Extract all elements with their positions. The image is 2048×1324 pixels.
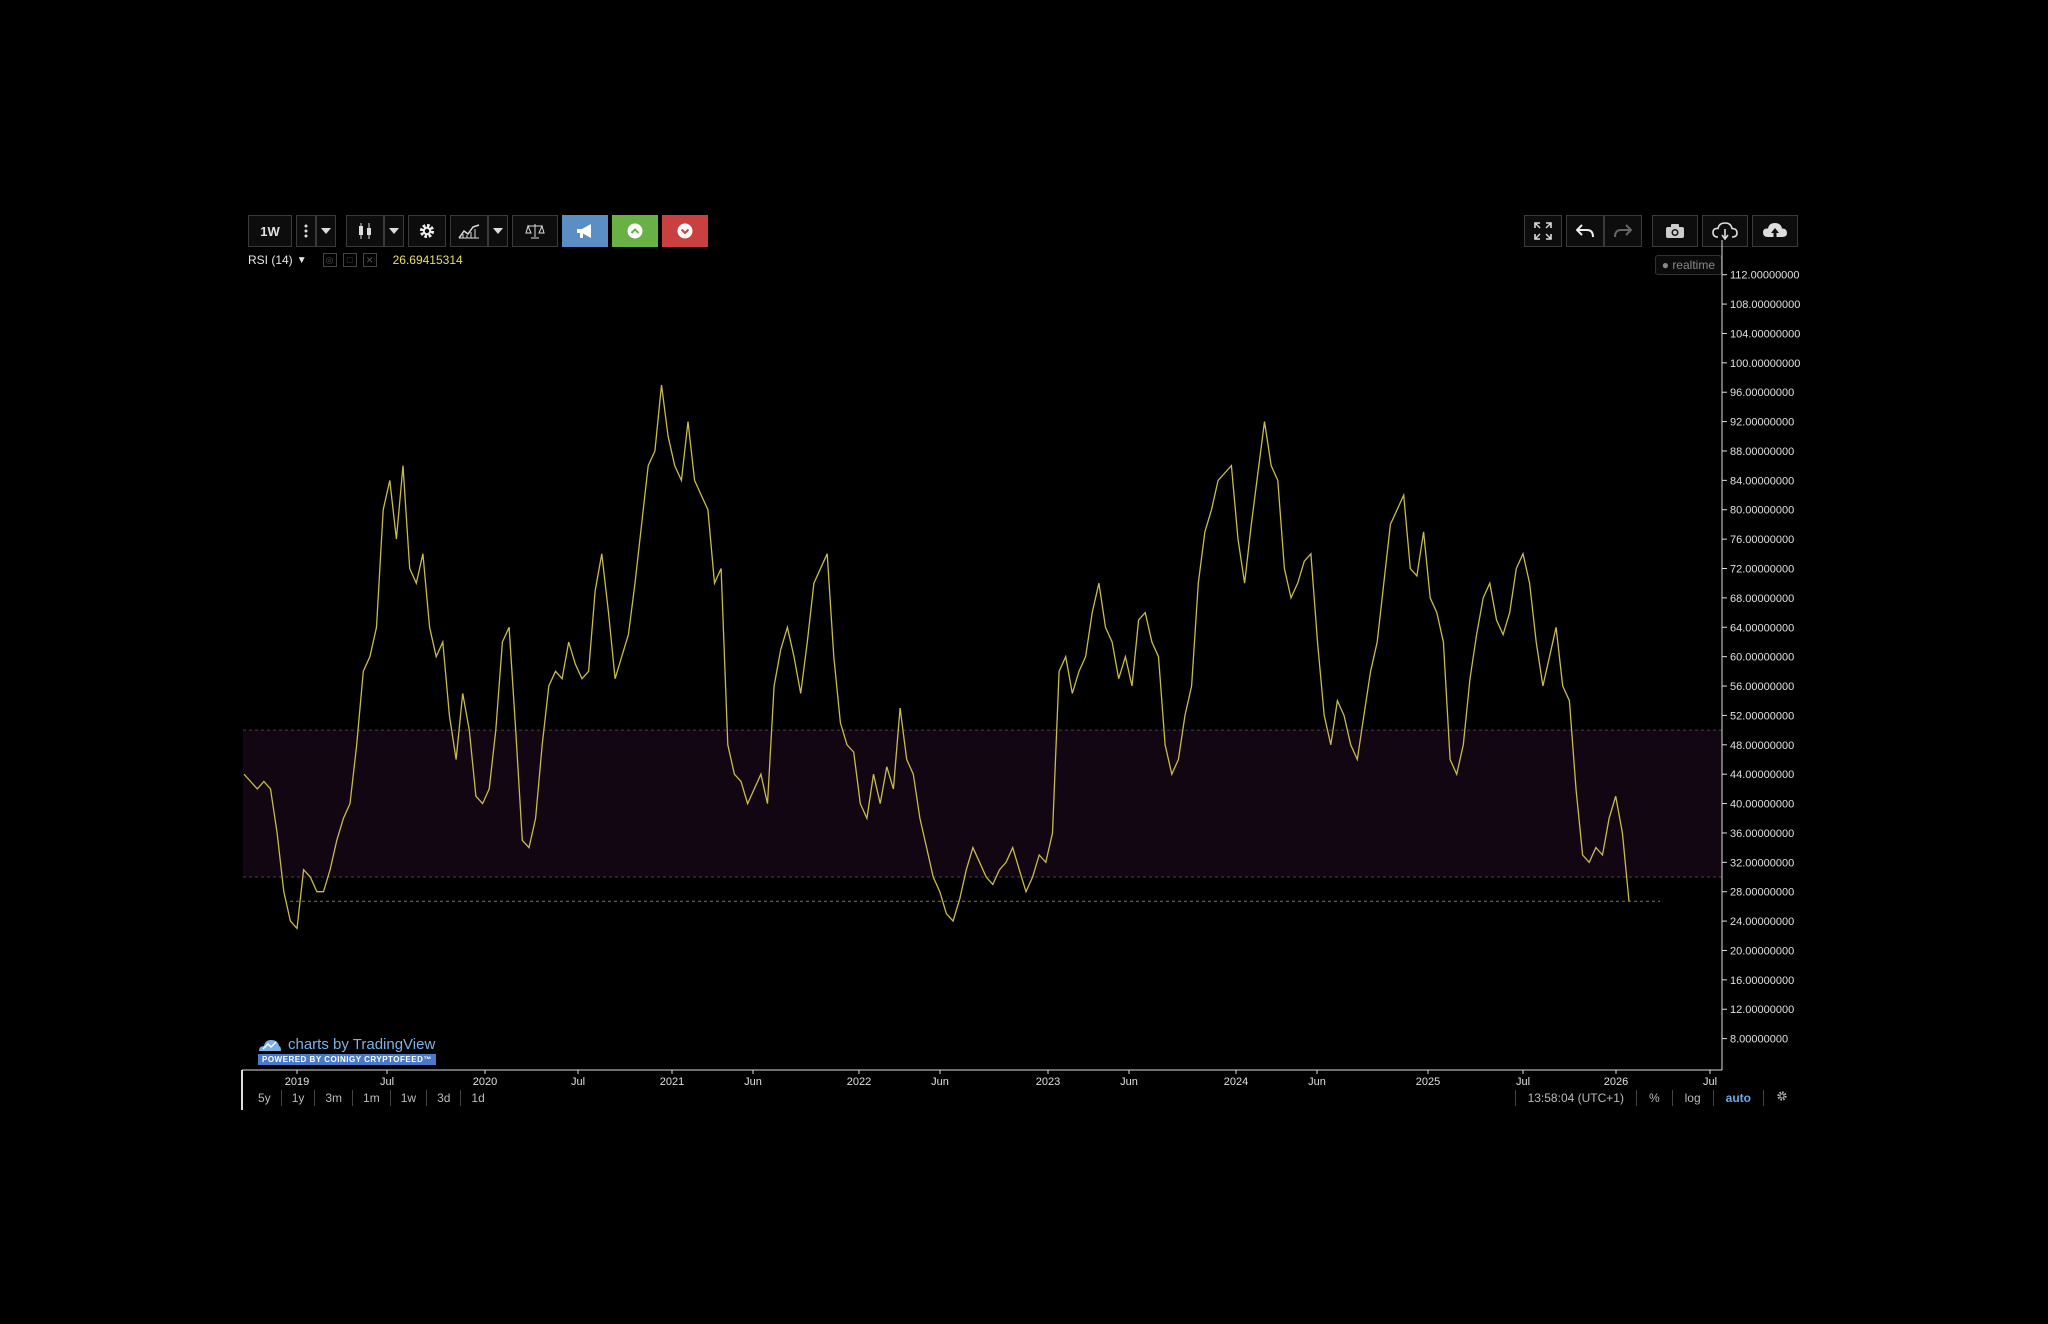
scales-icon[interactable] bbox=[512, 215, 558, 247]
x-tick-label: Jul bbox=[1703, 1076, 1717, 1088]
watermark-text: charts by TradingView bbox=[288, 1036, 436, 1053]
y-tick-label: 84.00000000 bbox=[1730, 475, 1794, 487]
x-tick-label: Jul bbox=[380, 1076, 394, 1088]
down-arrow-icon[interactable] bbox=[662, 215, 708, 247]
interval-dropdown-icon[interactable] bbox=[316, 215, 336, 247]
y-tick-label: 48.00000000 bbox=[1730, 740, 1794, 752]
log-toggle[interactable]: log bbox=[1671, 1090, 1713, 1106]
x-tick-label: 2023 bbox=[1036, 1076, 1060, 1088]
x-tick-label: Jul bbox=[1516, 1076, 1530, 1088]
scale-gear-icon[interactable] bbox=[1763, 1090, 1800, 1106]
y-tick-label: 28.00000000 bbox=[1730, 887, 1794, 899]
candles-icon[interactable] bbox=[346, 215, 384, 247]
y-tick-label: 20.00000000 bbox=[1730, 945, 1794, 957]
y-tick-label: 80.00000000 bbox=[1730, 505, 1794, 517]
indicator-legend: RSI (14) ▼ ◎ □ ✕ 26.69415314 bbox=[248, 253, 463, 267]
indicators-icon[interactable] bbox=[450, 215, 488, 247]
x-tick-label: 2019 bbox=[285, 1076, 309, 1088]
y-tick-label: 88.00000000 bbox=[1730, 446, 1794, 458]
chart-widget: 1W bbox=[240, 210, 1808, 1116]
tradingview-logo-icon bbox=[259, 1039, 281, 1051]
chart-type-dropdown-icon[interactable] bbox=[384, 215, 404, 247]
tradingview-watermark[interactable]: charts by TradingView POWERED BY COINIGY… bbox=[258, 1036, 436, 1065]
x-tick-label: Jun bbox=[1120, 1076, 1138, 1088]
y-tick-label: 96.00000000 bbox=[1730, 387, 1794, 399]
x-tick-label: 2024 bbox=[1224, 1076, 1248, 1088]
watermark-sub: POWERED BY COINIGY CRYPTOFEED™ bbox=[258, 1054, 436, 1065]
indicators-dropdown-icon[interactable] bbox=[488, 215, 508, 247]
y-tick-label: 76.00000000 bbox=[1730, 534, 1794, 546]
y-tick-label: 100.00000000 bbox=[1730, 358, 1800, 370]
x-tick-label: 2022 bbox=[847, 1076, 871, 1088]
camera-icon[interactable] bbox=[1652, 215, 1698, 247]
gear-icon[interactable] bbox=[408, 215, 446, 247]
y-tick-label: 108.00000000 bbox=[1730, 299, 1800, 311]
cloud-download-icon[interactable] bbox=[1702, 215, 1748, 247]
y-tick-label: 24.00000000 bbox=[1730, 916, 1794, 928]
rsi-chart[interactable]: 112.00000000 108.00000000 104.00000000 100.… bbox=[240, 210, 1808, 1116]
y-tick-label: 104.00000000 bbox=[1730, 328, 1800, 340]
more-icon[interactable] bbox=[296, 215, 316, 247]
x-tick-label: 2021 bbox=[660, 1076, 684, 1088]
x-tick-label: Jul bbox=[571, 1076, 585, 1088]
y-tick-label: 92.00000000 bbox=[1730, 417, 1794, 429]
range-3m[interactable]: 3m bbox=[315, 1090, 354, 1106]
y-tick-label: 68.00000000 bbox=[1730, 593, 1794, 605]
auto-toggle[interactable]: auto bbox=[1712, 1090, 1763, 1106]
y-tick-label: 32.00000000 bbox=[1730, 857, 1794, 869]
indicator-value: 26.69415314 bbox=[392, 253, 463, 267]
top-toolbar: 1W bbox=[248, 214, 712, 248]
indicator-name[interactable]: RSI (14) bbox=[248, 253, 293, 267]
settings-icon[interactable]: ◎ bbox=[322, 253, 337, 267]
rsi-series-line bbox=[243, 384, 1630, 930]
range-5y[interactable]: 5y bbox=[248, 1090, 282, 1106]
megaphone-icon[interactable] bbox=[562, 215, 608, 247]
y-tick-label: 64.00000000 bbox=[1730, 622, 1794, 634]
realtime-label: realtime bbox=[1672, 258, 1715, 272]
rsi-band bbox=[243, 730, 1722, 878]
redo-icon[interactable] bbox=[1604, 215, 1642, 247]
close-icon[interactable]: ✕ bbox=[362, 253, 377, 267]
range-toolbar: 5y 1y 3m 1m 1w 3d 1d bbox=[248, 1088, 495, 1108]
y-tick-label: 8.00000000 bbox=[1730, 1034, 1788, 1046]
range-1m[interactable]: 1m bbox=[353, 1090, 391, 1106]
x-tick-label: 2020 bbox=[473, 1076, 497, 1088]
cloud-upload-icon[interactable] bbox=[1752, 215, 1798, 247]
x-tick-label: 2026 bbox=[1604, 1076, 1628, 1088]
x-tick-label: 2025 bbox=[1416, 1076, 1440, 1088]
x-tick-label: Jun bbox=[931, 1076, 949, 1088]
y-tick-label: 112.00000000 bbox=[1730, 270, 1800, 282]
interval-button[interactable]: 1W bbox=[248, 215, 292, 247]
y-tick-label: 12.00000000 bbox=[1730, 1004, 1794, 1016]
range-1w[interactable]: 1w bbox=[391, 1090, 428, 1106]
up-arrow-icon[interactable] bbox=[612, 215, 658, 247]
clock-readout[interactable]: 13:58:04 (UTC+1) bbox=[1514, 1090, 1636, 1106]
x-tick-label: Jun bbox=[1308, 1076, 1326, 1088]
legend-dropdown-icon[interactable]: ▼ bbox=[296, 254, 307, 266]
range-3d[interactable]: 3d bbox=[427, 1090, 462, 1106]
undo-icon[interactable] bbox=[1566, 215, 1604, 247]
y-tick-label: 36.00000000 bbox=[1730, 828, 1794, 840]
y-tick-label: 44.00000000 bbox=[1730, 769, 1794, 781]
y-tick-label: 40.00000000 bbox=[1730, 799, 1794, 811]
range-1y[interactable]: 1y bbox=[282, 1090, 316, 1106]
y-tick-label: 56.00000000 bbox=[1730, 681, 1794, 693]
scale-toolbar: 13:58:04 (UTC+1) % log auto bbox=[1514, 1088, 1800, 1108]
right-toolbar bbox=[1524, 214, 1802, 248]
y-tick-label: 60.00000000 bbox=[1730, 652, 1794, 664]
y-tick-label: 16.00000000 bbox=[1730, 975, 1794, 987]
y-tick-label: 52.00000000 bbox=[1730, 710, 1794, 722]
x-tick-label: Jun bbox=[744, 1076, 762, 1088]
realtime-badge: ● realtime bbox=[1654, 255, 1722, 275]
percent-toggle[interactable]: % bbox=[1635, 1090, 1672, 1106]
range-1d[interactable]: 1d bbox=[471, 1091, 485, 1105]
source-icon[interactable]: □ bbox=[342, 253, 357, 267]
y-tick-label: 72.00000000 bbox=[1730, 564, 1794, 576]
fullscreen-icon[interactable] bbox=[1524, 215, 1562, 247]
